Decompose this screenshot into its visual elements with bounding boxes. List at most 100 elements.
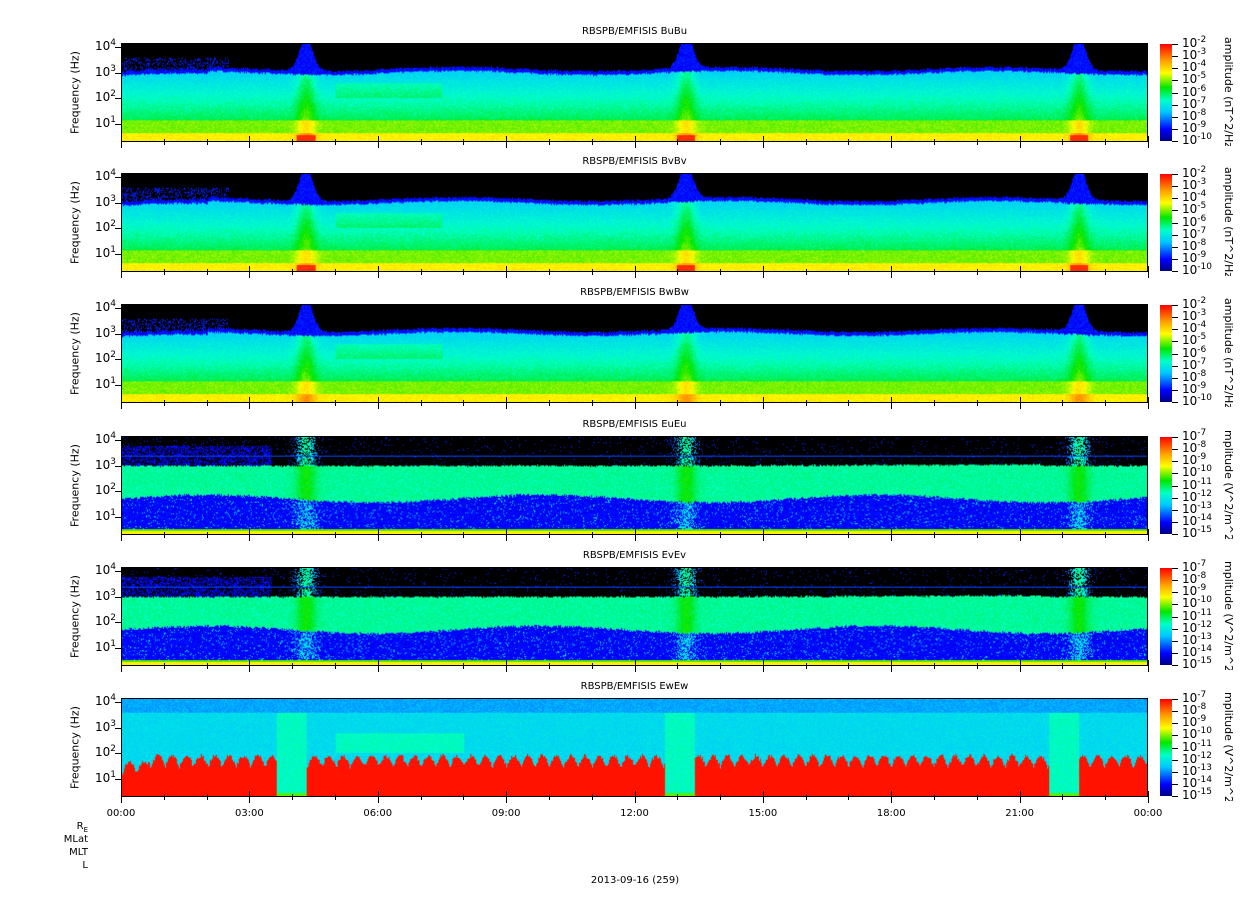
x-tick-mark <box>720 797 722 800</box>
x-tick-mark <box>634 397 636 403</box>
panel-title: RBSPB/EMFISIS BuBu <box>581 26 688 37</box>
x-tick-mark <box>720 139 722 142</box>
x-tick-mark <box>591 532 593 535</box>
x-tick-mark <box>762 403 764 409</box>
colorbar-tick <box>1172 402 1178 403</box>
x-tick-mark <box>1019 142 1021 148</box>
x-tick-mark <box>891 666 893 672</box>
x-tick-mark <box>463 666 465 669</box>
colorbar-tick <box>1172 271 1178 272</box>
x-tick-mark <box>506 797 508 803</box>
x-tick-mark <box>634 272 636 278</box>
colorbar-tick-label: 10-13 <box>1182 500 1212 516</box>
colorbar-tick <box>1172 783 1178 785</box>
colorbar-tick <box>1172 104 1178 106</box>
x-tick-mark <box>848 400 850 403</box>
x-tick-mark <box>548 403 550 406</box>
x-tick-mark <box>249 142 251 148</box>
x-tick-mark <box>762 272 764 278</box>
x-tick-mark <box>292 139 294 142</box>
x-tick-mark <box>249 791 251 797</box>
x-tick-mark <box>934 272 936 275</box>
x-tick-mark <box>548 532 550 535</box>
y-tick-mark <box>115 465 121 467</box>
x-tick-mark <box>591 403 593 406</box>
x-tick-mark <box>891 797 893 803</box>
x-tick-mark <box>334 400 336 403</box>
x-tick-mark <box>1148 666 1149 672</box>
colorbar-tick-label: 10-6 <box>1182 344 1207 360</box>
colorbar-tick <box>1172 723 1178 725</box>
x-tick-mark <box>206 535 208 538</box>
x-tick-mark <box>506 791 508 797</box>
x-tick-label: 15:00 <box>748 808 778 819</box>
x-tick-mark <box>1148 136 1149 142</box>
colorbar-label: mplitude (V^2/m^2/H <box>1222 561 1236 670</box>
colorbar-tick-label: 10-3 <box>1182 308 1207 324</box>
ephemeris-sub: E <box>83 826 88 834</box>
y-tick-mark <box>115 72 121 74</box>
x-tick-mark <box>463 794 465 797</box>
x-tick-mark <box>249 403 251 409</box>
x-tick-mark <box>334 272 336 275</box>
colorbar-tick-label: 10-9 <box>1182 452 1207 468</box>
colorbar-tick-label: 10-10 <box>1182 393 1212 408</box>
x-tick-label: 12:00 <box>620 808 649 819</box>
x-tick-mark <box>848 142 850 145</box>
x-tick-mark <box>121 403 122 409</box>
x-tick-mark <box>377 797 379 803</box>
x-tick-mark <box>677 532 679 535</box>
x-tick-mark <box>377 666 379 672</box>
x-tick-mark <box>463 535 465 538</box>
ephemeris-label: RE <box>76 821 88 834</box>
colorbar-tick <box>1172 128 1178 130</box>
x-tick-mark <box>1062 666 1064 669</box>
x-tick-mark <box>934 269 936 272</box>
colorbar-tick-label: 10-14 <box>1182 643 1212 659</box>
x-tick-label: 18:00 <box>876 808 906 819</box>
x-tick-mark <box>1062 269 1064 272</box>
x-tick-mark <box>591 666 593 669</box>
x-tick-mark <box>1148 142 1149 148</box>
x-tick-mark <box>121 272 122 278</box>
x-tick-mark <box>249 397 251 403</box>
colorbar-tick <box>1172 616 1178 618</box>
y-tick-label: 101 <box>94 245 116 260</box>
colorbar-tick-label: 10-2 <box>1182 165 1207 180</box>
x-tick-mark <box>206 532 208 535</box>
colorbar-label-text: amplitude (nT^2/Hz) <box>1222 298 1235 407</box>
x-tick-mark <box>463 400 465 403</box>
colorbar-label: amplitude (nT^2/Hz) <box>1222 298 1236 407</box>
x-tick-mark <box>420 403 422 406</box>
colorbar-tick <box>1172 341 1178 343</box>
colorbar-tick-label: 10-5 <box>1182 71 1207 87</box>
y-tick-label: 104 <box>94 430 116 446</box>
colorbar-tick <box>1172 305 1178 306</box>
x-tick-mark <box>292 532 294 535</box>
x-tick-mark <box>891 272 893 278</box>
colorbar-tick <box>1172 365 1178 367</box>
x-tick-mark <box>1105 400 1107 403</box>
x-tick-mark <box>463 532 465 535</box>
colorbar-tick-label: 10-4 <box>1182 59 1207 75</box>
x-tick-mark <box>548 797 550 800</box>
y-tick-mark <box>115 98 121 100</box>
x-tick-mark <box>805 535 807 538</box>
x-tick-mark <box>249 660 251 666</box>
ephemeris-label: MLT <box>69 847 88 858</box>
spectrogram-panel <box>121 173 1148 272</box>
colorbar-tick-label: 10-6 <box>1182 83 1207 99</box>
x-tick-mark <box>420 269 422 272</box>
colorbar-tick-label: 10-11 <box>1182 607 1212 623</box>
x-tick-mark <box>891 266 893 272</box>
x-tick-mark <box>377 791 379 797</box>
y-tick-label: 103 <box>94 324 116 340</box>
colorbar-tick-label: 10-7 <box>1182 95 1207 111</box>
x-tick-mark <box>506 403 508 409</box>
colorbar-tick <box>1172 222 1178 224</box>
colorbar-tick <box>1172 592 1178 594</box>
colorbar-tick-label: 10-2 <box>1182 296 1207 311</box>
colorbar-tick <box>1172 258 1178 260</box>
colorbar-tick <box>1172 604 1178 606</box>
x-tick-mark <box>249 136 251 142</box>
